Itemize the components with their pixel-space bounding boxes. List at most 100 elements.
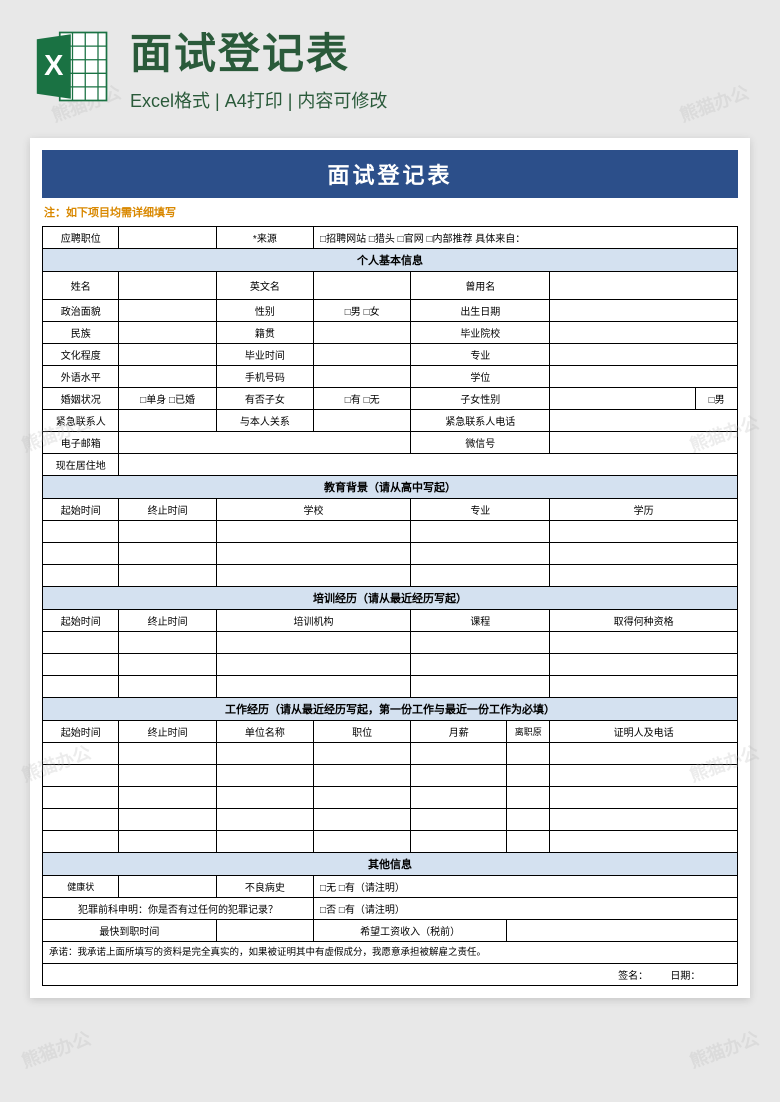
table-cell[interactable] — [550, 765, 738, 787]
input-degree[interactable] — [550, 366, 738, 388]
input-school[interactable] — [550, 322, 738, 344]
table-cell[interactable] — [119, 632, 216, 654]
input-ethnic[interactable] — [119, 322, 216, 344]
table-cell[interactable] — [43, 632, 119, 654]
source-options[interactable]: □招聘网站 □猎头 □官网 □内部推荐 具体来自： — [314, 227, 738, 249]
input-cg1[interactable] — [550, 388, 696, 410]
table-cell[interactable] — [507, 809, 550, 831]
table-cell[interactable] — [43, 676, 119, 698]
table-cell[interactable] — [314, 809, 411, 831]
table-cell[interactable] — [119, 831, 216, 853]
table-cell[interactable] — [216, 521, 411, 543]
table-cell[interactable] — [411, 632, 550, 654]
table-cell[interactable] — [216, 654, 411, 676]
table-cell[interactable] — [550, 521, 738, 543]
input-position[interactable] — [119, 227, 216, 249]
table-cell[interactable] — [411, 743, 507, 765]
input-gradtime[interactable] — [314, 344, 411, 366]
table-cell[interactable] — [119, 787, 216, 809]
table-cell[interactable] — [216, 787, 313, 809]
table-cell[interactable] — [411, 521, 550, 543]
table-cell[interactable] — [43, 521, 119, 543]
input-relation[interactable] — [314, 410, 411, 432]
table-cell[interactable] — [411, 543, 550, 565]
input-major[interactable] — [550, 344, 738, 366]
table-cell[interactable] — [43, 809, 119, 831]
table-cell[interactable] — [43, 743, 119, 765]
table-cell[interactable] — [119, 543, 216, 565]
table-cell[interactable] — [411, 654, 550, 676]
children-opts[interactable]: □有 □无 — [314, 388, 411, 410]
input-wechat[interactable] — [550, 432, 738, 454]
table-cell[interactable] — [550, 565, 738, 587]
table-cell[interactable] — [314, 831, 411, 853]
gender-opts[interactable]: □男 □女 — [314, 300, 411, 322]
input-enname[interactable] — [314, 272, 411, 300]
childgender-opts[interactable]: □男 — [696, 388, 738, 410]
table-cell[interactable] — [411, 565, 550, 587]
table-cell[interactable] — [119, 654, 216, 676]
table-cell[interactable] — [550, 543, 738, 565]
table-cell[interactable] — [507, 831, 550, 853]
input-edu[interactable] — [119, 344, 216, 366]
label-gradtime: 毕业时间 — [216, 344, 313, 366]
table-cell[interactable] — [119, 743, 216, 765]
table-cell[interactable] — [314, 787, 411, 809]
table-cell[interactable] — [507, 787, 550, 809]
table-cell[interactable] — [216, 743, 313, 765]
table-cell[interactable] — [216, 565, 411, 587]
table-cell[interactable] — [411, 831, 507, 853]
crime-opts[interactable]: □否 □有（请注明） — [314, 898, 738, 920]
train-col-org: 培训机构 — [216, 610, 411, 632]
input-health[interactable] — [119, 876, 216, 898]
input-emergphone[interactable] — [550, 410, 738, 432]
input-political[interactable] — [119, 300, 216, 322]
table-cell[interactable] — [550, 654, 738, 676]
table-cell[interactable] — [216, 765, 313, 787]
table-cell[interactable] — [119, 765, 216, 787]
signature-row[interactable]: 签名： 日期： — [43, 964, 738, 986]
input-expectsalary[interactable] — [507, 920, 738, 942]
input-email[interactable] — [119, 432, 411, 454]
table-cell[interactable] — [507, 743, 550, 765]
input-former[interactable] — [550, 272, 738, 300]
table-cell[interactable] — [550, 676, 738, 698]
illness-opts[interactable]: □无 □有（请注明） — [314, 876, 738, 898]
table-cell[interactable] — [411, 765, 507, 787]
table-cell[interactable] — [43, 765, 119, 787]
table-cell[interactable] — [550, 787, 738, 809]
table-cell[interactable] — [216, 632, 411, 654]
table-cell[interactable] — [43, 565, 119, 587]
table-cell[interactable] — [314, 765, 411, 787]
table-cell[interactable] — [43, 831, 119, 853]
input-native[interactable] — [314, 322, 411, 344]
input-name[interactable] — [119, 272, 216, 300]
input-startdate[interactable] — [216, 920, 313, 942]
table-cell[interactable] — [216, 809, 313, 831]
table-cell[interactable] — [216, 676, 411, 698]
table-cell[interactable] — [314, 743, 411, 765]
table-cell[interactable] — [119, 809, 216, 831]
input-address[interactable] — [119, 454, 738, 476]
table-cell[interactable] — [507, 765, 550, 787]
table-cell[interactable] — [43, 787, 119, 809]
table-cell[interactable] — [550, 632, 738, 654]
input-lang[interactable] — [119, 366, 216, 388]
table-cell[interactable] — [550, 809, 738, 831]
table-cell[interactable] — [216, 831, 313, 853]
table-cell[interactable] — [216, 543, 411, 565]
table-cell[interactable] — [119, 521, 216, 543]
table-cell[interactable] — [43, 654, 119, 676]
table-cell[interactable] — [119, 565, 216, 587]
table-cell[interactable] — [43, 543, 119, 565]
input-phone[interactable] — [314, 366, 411, 388]
marital-opts[interactable]: □单身 □已婚 — [119, 388, 216, 410]
table-cell[interactable] — [550, 743, 738, 765]
table-cell[interactable] — [119, 676, 216, 698]
table-cell[interactable] — [411, 676, 550, 698]
table-cell[interactable] — [550, 831, 738, 853]
input-emergency[interactable] — [119, 410, 216, 432]
table-cell[interactable] — [411, 787, 507, 809]
input-birth[interactable] — [550, 300, 738, 322]
table-cell[interactable] — [411, 809, 507, 831]
